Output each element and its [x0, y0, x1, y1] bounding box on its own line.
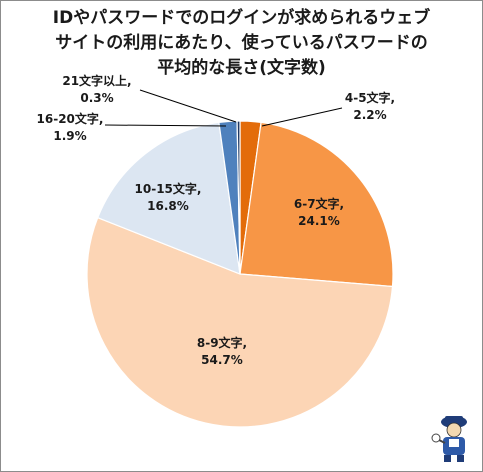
pie-slice-6-7	[239, 121, 394, 288]
pie-slice-10-15	[96, 121, 241, 275]
chart-title-line-1: IDやパスワードでのログインが求められるウェブ	[52, 8, 431, 28]
leader-line-16-20	[104, 124, 227, 127]
slice-category-6-7: 6-7文字,	[294, 196, 344, 211]
slice-category-21-plus: 21文字以上,	[62, 73, 131, 88]
leader-lines	[104, 89, 343, 127]
slice-value-8-9: 54.7%	[201, 353, 243, 367]
slice-value-6-7: 24.1%	[298, 214, 340, 228]
pie-slices	[86, 120, 394, 428]
leader-line-4-5	[261, 107, 343, 127]
slice-value-16-20: 1.9%	[53, 129, 86, 143]
pie-slice-21-plus	[236, 120, 241, 275]
chart-title-line-2: サイトの利用にあたり、使っているパスワードの	[55, 33, 428, 53]
pie-slice-8-9	[86, 216, 394, 428]
slice-label-10-15: 10-15文字, 16.8%	[135, 181, 202, 213]
slice-value-10-15: 16.8%	[147, 199, 189, 213]
leader-line-21-plus	[139, 89, 237, 123]
slice-label-16-20: 16-20文字, 1.9%	[37, 111, 104, 143]
slice-label-8-9: 8-9文字, 54.7%	[197, 335, 247, 367]
slice-category-8-9: 8-9文字,	[197, 335, 247, 350]
slice-labels: 4-5文字, 2.2% 6-7文字, 24.1% 8-9文字, 54.7% 10-15文字,…	[37, 73, 396, 367]
chart-title-line-3: 平均的な長さ(文字数)	[157, 58, 326, 78]
slice-value-4-5: 2.2%	[353, 108, 386, 122]
slice-value-21-plus: 0.3%	[80, 91, 113, 105]
chart-title: IDやパスワードでのログインが求められるウェブ サイトの利用にあたり、使っている…	[0, 6, 483, 81]
slice-category-10-15: 10-15文字,	[135, 181, 202, 196]
slice-category-4-5: 4-5文字,	[345, 90, 395, 105]
slice-label-6-7: 6-7文字, 24.1%	[294, 196, 344, 228]
slice-category-16-20: 16-20文字,	[37, 111, 104, 126]
mascot-logo	[431, 416, 467, 462]
slice-label-4-5: 4-5文字, 2.2%	[345, 90, 395, 122]
slice-label-21-plus: 21文字以上, 0.3%	[62, 73, 131, 105]
